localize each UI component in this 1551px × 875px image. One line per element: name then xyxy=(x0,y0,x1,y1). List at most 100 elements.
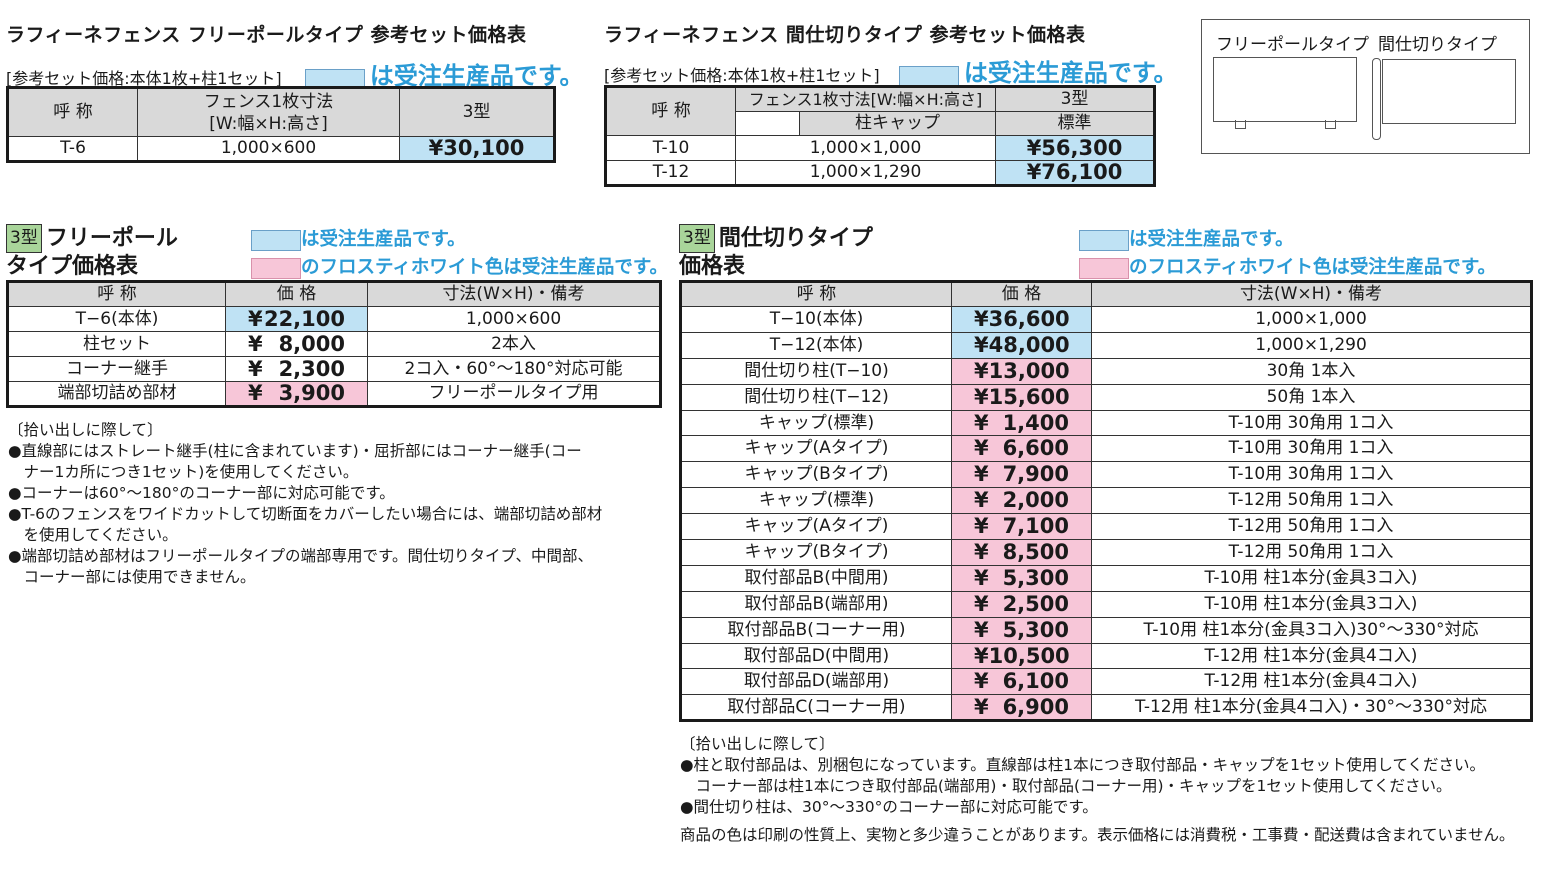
note-line: コーナー部には使用できません。 xyxy=(8,568,256,586)
type3-badge: 3型 xyxy=(679,224,715,253)
note-line: ●端部切詰め部材はフリーポールタイプの端部専用です。間仕切りタイプ、中間部、 xyxy=(8,547,594,565)
note-line: ●直線部にはストレート継手(柱に含まれています)・屈折部にはコーナー継手(コー xyxy=(8,442,582,460)
item-price: ¥13,000 xyxy=(951,357,1092,385)
note-line: ●間仕切り柱は、30°〜330°のコーナー部に対応可能です。 xyxy=(680,798,1098,816)
partition-legend: は受注生産品です。 xyxy=(1079,225,1294,251)
diagram-label-partition: 間仕切りタイプ xyxy=(1378,35,1497,55)
note-line: 〔拾い出しに際して〕 xyxy=(680,735,835,753)
yen-sign: ¥ xyxy=(248,306,263,331)
header-name: 呼 称 xyxy=(7,87,138,137)
item-note: T-12用 柱1本分(金具4コ入) xyxy=(1091,668,1532,696)
subtitle-text: [参考セット価格:本体1枚+柱1セット] xyxy=(6,69,282,88)
price-amount: 5,300 xyxy=(1002,565,1069,590)
set-row-price: ¥76,100 xyxy=(995,160,1156,186)
free-pole-set-subtitle: [参考セット価格:本体1枚+柱1セット] は受注生産品です。 xyxy=(6,56,583,91)
item-name: T−10(本体) xyxy=(680,306,952,333)
table-row: キャップ(Bタイプ) ¥8,500 T-12用 50角用 1コ入 xyxy=(680,539,1532,566)
partition-panel-shape xyxy=(1382,59,1516,124)
table-row: 取付部品D(中間用) ¥10,500 T-12用 柱1本分(金具4コ入) xyxy=(680,642,1532,670)
price-amount: 1,400 xyxy=(1002,410,1069,435)
fence-type-diagram: フリーポールタイプ 間仕切りタイプ xyxy=(1201,19,1530,154)
subtitle-text: [参考セット価格:本体1枚+柱1セット] xyxy=(604,66,880,85)
item-name: 端部切詰め部材 xyxy=(7,381,226,407)
table-row: コーナー継手 ¥2,300 2コ入・60°〜180°対応可能 xyxy=(7,356,661,382)
free-pole-section-title: 3型 フリーポール タイプ価格表 xyxy=(6,224,178,279)
item-price: ¥5,300 xyxy=(951,564,1092,592)
item-name: 取付部品B(端部用) xyxy=(680,590,952,618)
item-name: T−12(本体) xyxy=(680,331,952,359)
price-amount: 10,500 xyxy=(988,643,1070,668)
partition-set-subtitle: [参考セット価格:本体1枚+柱1セット] は受注生産品です。 xyxy=(604,53,1177,88)
price-amount: 36,600 xyxy=(988,306,1070,331)
table-row: 間仕切り柱(T−10) ¥13,000 30角 1本入 xyxy=(680,357,1532,385)
header-blank xyxy=(735,111,800,136)
price-amount: 7,900 xyxy=(1002,462,1069,487)
table-row: キャップ(Aタイプ) ¥7,100 T-12用 50角用 1コ入 xyxy=(680,513,1532,541)
item-name: 取付部品D(端部用) xyxy=(680,668,952,696)
item-price: ¥1,400 xyxy=(951,409,1092,437)
yen-sign: ¥ xyxy=(974,514,989,539)
item-price: ¥7,900 xyxy=(951,461,1092,489)
footer-disclaimer: 商品の色は印刷の性質上、実物と多少違うことがあります。表示価格には消費税・工事費… xyxy=(680,826,1515,844)
price-amount: 22,100 xyxy=(263,306,345,331)
yen-sign: ¥ xyxy=(974,462,989,487)
set-row-price: ¥56,300 xyxy=(995,135,1156,161)
item-name: キャップ(Aタイプ) xyxy=(680,435,952,463)
item-note: T-12用 50角用 1コ入 xyxy=(1091,487,1532,515)
header-cap: 柱キャップ xyxy=(798,111,997,136)
diagram-label-free-pole: フリーポールタイプ xyxy=(1216,35,1369,55)
item-price: ¥7,100 xyxy=(951,513,1092,541)
yen-sign: ¥ xyxy=(974,669,989,694)
yen-sign: ¥ xyxy=(974,332,989,357)
legend-text: は受注生産品です。 xyxy=(369,62,584,90)
item-name: キャップ(Bタイプ) xyxy=(680,461,952,489)
item-price: ¥5,300 xyxy=(951,616,1092,644)
item-price: ¥8,000 xyxy=(225,331,368,357)
table-row: キャップ(標準) ¥2,000 T-12用 50角用 1コ入 xyxy=(680,487,1532,515)
item-name: 柱セット xyxy=(7,331,226,357)
blue-legend-swatch xyxy=(1079,229,1129,251)
item-name: 取付部品B(コーナー用) xyxy=(680,616,952,644)
blue-legend-swatch xyxy=(251,229,301,251)
item-price: ¥48,000 xyxy=(951,331,1092,359)
item-note: T-12用 50角用 1コ入 xyxy=(1091,513,1532,541)
price-amount: 5,300 xyxy=(1002,617,1069,642)
set-row-size: 1,000×1,290 xyxy=(734,160,997,186)
table-row: T−6(本体) ¥22,100 1,000×600 xyxy=(7,306,661,332)
item-name: キャップ(Bタイプ) xyxy=(680,539,952,566)
item-note: T-12用 50角用 1コ入 xyxy=(1091,539,1532,566)
item-price: ¥8,500 xyxy=(951,539,1092,566)
free-pole-notes: 〔拾い出しに際して〕 ●直線部にはストレート継手(柱に含まれています)・屈折部には… xyxy=(8,420,602,588)
free-pole-set-title: ラフィーネフェンス フリーポールタイプ 参考セット価格表 xyxy=(6,24,527,46)
note-line: ●コーナーは60°〜180°のコーナー部に対応可能です。 xyxy=(8,484,395,502)
price-amount: 15,600 xyxy=(988,384,1070,409)
header-note: 寸法(W×H)・備考 xyxy=(367,281,661,307)
blue-legend-swatch xyxy=(898,66,959,87)
header-type3: 3型 xyxy=(995,86,1156,112)
header-size: フェンス1枚寸法[W:幅×H:高さ] xyxy=(734,86,997,112)
item-price: ¥2,000 xyxy=(951,487,1092,515)
yen-sign: ¥ xyxy=(974,306,989,331)
price-amount: 2,500 xyxy=(1002,591,1069,616)
table-row: T−12(本体) ¥48,000 1,000×1,290 xyxy=(680,331,1532,359)
price-amount: 48,000 xyxy=(988,332,1070,357)
item-price: ¥6,100 xyxy=(951,668,1092,696)
yen-sign: ¥ xyxy=(974,488,989,513)
item-name: コーナー継手 xyxy=(7,356,226,382)
item-note: T-10用 柱1本分(金具3コ入)30°〜330°対応 xyxy=(1091,616,1532,644)
item-name: 取付部品D(中間用) xyxy=(680,642,952,670)
note-line: ナー1カ所につき1セット)を使用してください。 xyxy=(8,463,359,481)
header-name: 呼 称 xyxy=(7,281,226,307)
price-amount: 7,100 xyxy=(1002,514,1069,539)
free-pole-price-table: 呼 称 価 格 寸法(W×H)・備考 T−6(本体) ¥22,100 1,000×6… xyxy=(6,280,662,408)
header-price: 価 格 xyxy=(225,281,368,307)
item-note: 1,000×600 xyxy=(367,306,661,332)
free-pole-legend-pink: のフロスティホワイト色は受注生産品です。 xyxy=(251,253,668,279)
set-row-name: T-10 xyxy=(605,135,736,161)
partition-section-title: 3型 間仕切りタイプ 価格表 xyxy=(679,224,873,279)
note-line: 〔拾い出しに際して〕 xyxy=(8,421,163,439)
pink-legend-swatch xyxy=(251,257,301,279)
free-pole-panel-shape xyxy=(1213,57,1357,122)
price-amount: 2,300 xyxy=(278,356,345,381)
item-note: 1,000×1,000 xyxy=(1091,306,1532,333)
